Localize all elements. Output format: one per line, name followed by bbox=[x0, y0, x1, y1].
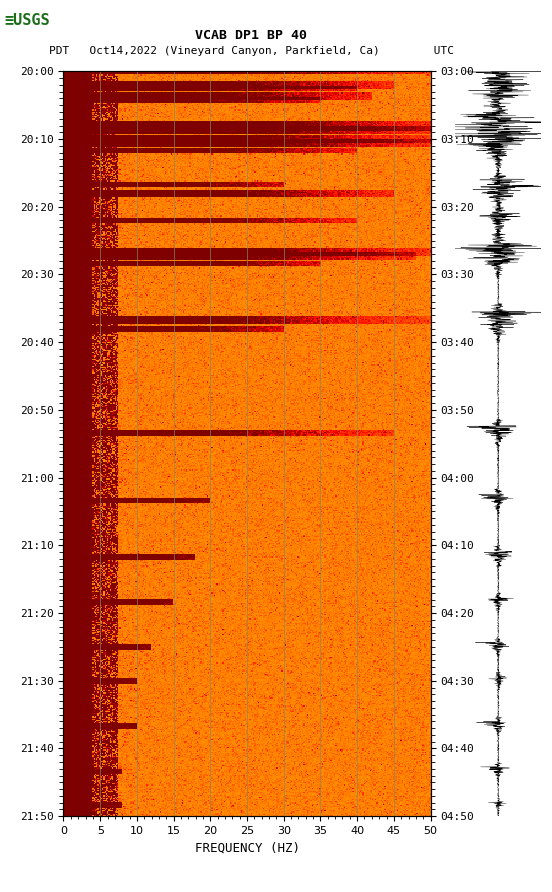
Text: VCAB DP1 BP 40: VCAB DP1 BP 40 bbox=[195, 29, 307, 43]
X-axis label: FREQUENCY (HZ): FREQUENCY (HZ) bbox=[194, 841, 300, 855]
Text: PDT   Oct14,2022 (Vineyard Canyon, Parkfield, Ca)        UTC: PDT Oct14,2022 (Vineyard Canyon, Parkfie… bbox=[49, 46, 454, 56]
Text: ≡USGS: ≡USGS bbox=[4, 13, 50, 28]
